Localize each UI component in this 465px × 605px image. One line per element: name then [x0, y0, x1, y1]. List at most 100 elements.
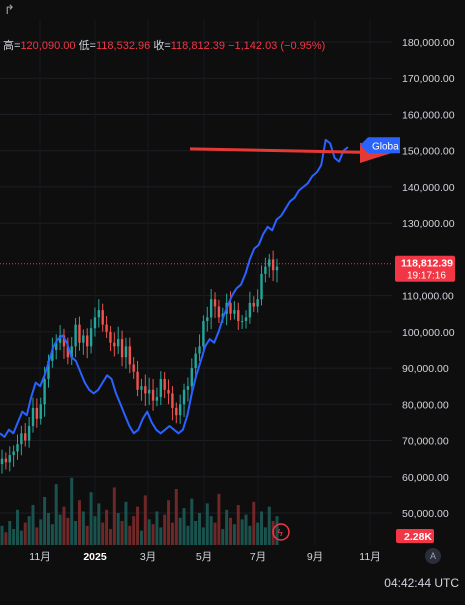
x-tick-label: 5月: [196, 551, 212, 563]
autoscale-button[interactable]: A: [425, 548, 441, 564]
candle: [55, 342, 58, 350]
candle: [151, 389, 155, 401]
candle: [86, 335, 89, 347]
y-tick-label: 100,000.00: [402, 327, 455, 339]
volume-bar: [62, 506, 66, 545]
volume-bar: [19, 530, 23, 545]
candle: [159, 378, 163, 398]
candle: [217, 306, 221, 318]
candle: [198, 346, 201, 354]
volume-bar: [101, 522, 105, 545]
candle: [35, 407, 39, 419]
series-line: [0, 138, 349, 438]
event-icon-glyph: ϟ: [278, 528, 284, 539]
candle: [240, 320, 244, 322]
axis-layer: 180,000.00 170,000.00 160,000.00 150,000.00…: [29, 37, 454, 563]
x-tick-label: 3月: [140, 551, 156, 563]
volume-bar: [190, 498, 194, 545]
volume-bar: [128, 525, 132, 545]
clock: 04:42:44 UTC: [384, 576, 459, 590]
price-tag: [395, 255, 455, 282]
candle: [27, 426, 31, 441]
y-tick-label: 130,000.00: [402, 218, 455, 230]
volume-bar: [186, 525, 190, 545]
volume-tag-value: 2.28K: [404, 531, 432, 543]
candle: [182, 389, 186, 405]
candle: [39, 404, 42, 419]
candle: [51, 349, 54, 361]
volume-bar: [178, 517, 182, 545]
candle: [252, 302, 255, 307]
y-tick-label: 110,000.00: [402, 291, 454, 303]
low-label: 低=: [78, 40, 96, 52]
volume-bar: [124, 501, 128, 545]
global-tag: [360, 137, 400, 154]
candle: [101, 310, 104, 325]
price-tag-value: 118,812.39: [401, 258, 453, 270]
volume-bar: [225, 509, 229, 545]
candle: [89, 328, 93, 347]
volume-bar: [256, 522, 260, 545]
y-tick-label: 180,000.00: [402, 37, 455, 49]
candle: [268, 259, 271, 267]
candle: [147, 389, 151, 394]
candle: [175, 407, 178, 416]
candle: [31, 407, 35, 427]
volume-bar: [46, 513, 50, 545]
candle: [178, 404, 182, 416]
volume-bar: [139, 530, 143, 545]
x-tick-label: 7月: [250, 551, 266, 563]
volume-bar: [70, 477, 74, 545]
volume-layer: [0, 477, 279, 545]
volume-bar: [213, 522, 217, 545]
candle: [229, 302, 232, 314]
x-tick-label: 9月: [307, 551, 323, 563]
volume-bar: [12, 529, 16, 545]
candle: [20, 433, 23, 445]
candle: [8, 455, 11, 463]
candle: [271, 259, 275, 271]
candle: [113, 342, 116, 347]
x-tick-label: 11月: [29, 551, 50, 563]
x-tick-label: 11月: [359, 551, 380, 563]
volume-tag: [396, 529, 434, 543]
candle: [256, 299, 259, 307]
candle: [202, 320, 205, 347]
volume-bar: [229, 517, 233, 545]
volume-bar: [143, 495, 147, 545]
volume-bar: [58, 514, 62, 545]
candle: [209, 299, 213, 318]
candle: [120, 339, 124, 358]
volume-bar: [77, 500, 81, 545]
volume-bar: [27, 516, 31, 545]
candle: [140, 386, 143, 390]
candle: [213, 299, 217, 307]
ohlc-legend: 高=120,090.00 低=118,532.96 收=118,812.39 −…: [3, 37, 325, 53]
volume-bar: [170, 522, 174, 545]
candle: [12, 451, 15, 456]
volume-bar: [240, 519, 244, 545]
volume-bar: [31, 505, 35, 545]
candle: [66, 346, 70, 358]
volume-bar: [112, 487, 116, 545]
volume-bar: [4, 532, 8, 545]
candle: [4, 458, 8, 463]
volume-bar: [147, 519, 151, 545]
candle: [248, 302, 252, 318]
candle: [74, 324, 77, 347]
volume-bar: [267, 506, 271, 545]
candle: [78, 324, 81, 343]
volume-bar: [182, 508, 186, 545]
line-layer: [0, 138, 349, 438]
share-icon[interactable]: ↱: [4, 2, 15, 17]
y-tick-label: 160,000.00: [402, 109, 455, 121]
volume-bar: [260, 511, 264, 545]
volume-bar: [39, 519, 43, 545]
y-tick-label: 170,000.00: [402, 73, 455, 85]
y-tick-label: 70,000.00: [402, 436, 449, 448]
volume-bar: [205, 503, 209, 545]
volume-bar: [244, 514, 248, 545]
